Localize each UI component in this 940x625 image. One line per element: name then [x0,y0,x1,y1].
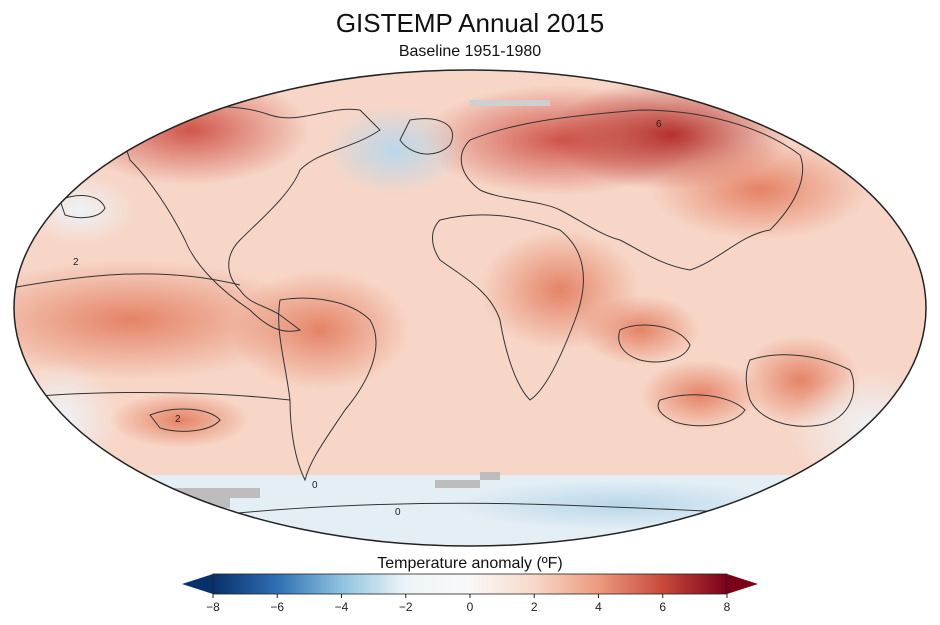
colorbar-tick-label: −8 [206,600,220,614]
contour-label: 6 [656,119,662,130]
contour-label: 2 [73,257,79,268]
colorbar-tick-label: −6 [270,600,284,614]
colorbar-tick-label: −2 [399,600,413,614]
warm-anomaly-east-pacific [14,260,310,380]
colorbar-extend-low [182,574,213,594]
missing-data-patch [435,480,480,488]
warm-anomaly-alaska [70,75,310,185]
colorbar-tick-label: −4 [335,600,349,614]
warm-anomaly-east-asia [650,140,870,240]
colorbar-title: Temperature anomaly (ºF) [377,555,563,572]
colorbar-ticks: −8 −6 −4 −2 0 2 4 6 8 [206,594,731,614]
world-map: 6 2 2 0 0 [13,69,927,547]
contour-north-pacific [59,195,106,219]
coastlines [14,106,901,531]
colorbar-tick-label: 8 [724,600,731,614]
colorbar-extend-high [727,574,758,594]
colorbar-scale [212,573,728,595]
globe-outline [13,69,927,547]
contour-label: 0 [312,480,318,491]
cool-anomaly-antarctica [450,480,790,530]
missing-data-patch [480,472,500,480]
colorbar-svg: −8 −6 −4 −2 0 2 4 6 8 [182,573,758,614]
australia-coast [745,354,855,427]
cool-anomaly-north-atlantic [325,105,465,195]
warm-anomaly-indian-ocean [580,295,700,365]
map-panel: 6 2 2 0 0 [0,60,940,555]
missing-data-patch [470,100,550,106]
cool-anomaly-southwest-pacific [14,360,120,480]
eurasia-coast [460,109,804,271]
africa-coast [432,214,584,401]
contour-label: 2 [175,414,181,425]
colorbar: −8 −6 −4 −2 0 2 4 6 8 [180,572,760,620]
map-subtitle: Baseline 1951-1980 [398,43,542,60]
north-america-coast [119,106,381,332]
colorbar-tick-label: 4 [595,600,602,614]
warm-anomaly-south-pacific [110,392,250,448]
contour-label: 0 [395,507,401,518]
south-america-coast [278,297,377,482]
contour-indian-ocean [618,324,691,363]
map-title: GISTEMP Annual 2015 [335,8,605,38]
missing-data-patch [140,488,260,498]
contour-pacific [14,273,241,291]
greenland-coast [399,118,453,155]
warm-anomaly-south-america [230,270,410,390]
colorbar-tick-label: 6 [659,600,666,614]
colorbar-tick-label: 2 [531,600,538,614]
contour-south-pacific [149,408,221,432]
contour-south-indian [657,394,746,427]
colorbar-tick-label: 0 [467,600,474,614]
